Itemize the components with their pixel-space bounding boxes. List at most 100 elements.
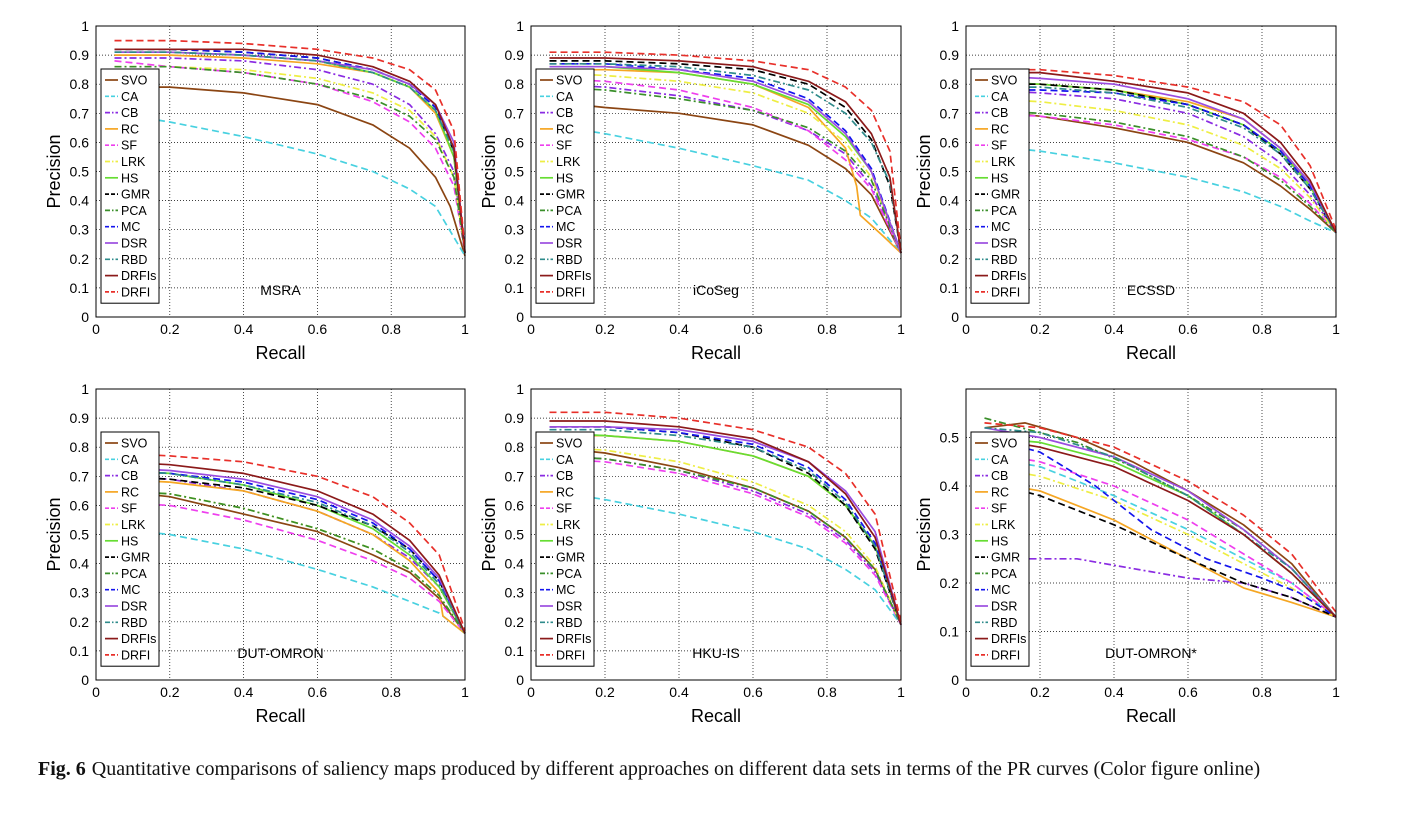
x-tick-label: 0	[527, 684, 535, 700]
legend-label: PCA	[991, 204, 1017, 218]
series-line-rbd	[549, 62, 902, 254]
series-line-mc	[984, 436, 1337, 618]
series-line-svo	[549, 100, 902, 254]
x-tick-label: 0.6	[1178, 321, 1198, 337]
series-line-dsr	[984, 426, 1337, 618]
series-line-hs	[549, 431, 902, 625]
y-tick-label: 1	[516, 18, 524, 34]
x-tick-label: 0.4	[669, 321, 689, 337]
legend-box	[535, 431, 595, 667]
chart-panel: 0 0.2 0.4 0.6 0.8 1 0 0.1 0.2 0.3 0.4 0.5 0.6 0.7 0.8 0…	[44, 381, 469, 726]
y-tick-label: 0.1	[940, 624, 960, 640]
x-tick-label: 0.2	[1030, 684, 1050, 700]
x-axis-label: Recall	[255, 343, 305, 363]
legend-label: PCA	[556, 204, 582, 218]
y-tick-label: 0.8	[505, 439, 525, 455]
y-tick-label: 0.1	[505, 280, 525, 296]
y-tick-label: 0.2	[70, 251, 90, 267]
plot-frame	[965, 388, 1337, 681]
y-tick-label: 0.9	[505, 410, 525, 426]
plot-frame	[95, 388, 466, 681]
legend-label: DRFI	[121, 285, 150, 299]
series-line-drfi	[549, 411, 902, 622]
legend-label: HS	[991, 171, 1008, 185]
series-line-mc	[984, 89, 1337, 234]
legend-label: LRK	[556, 155, 581, 169]
x-axis-label: Recall	[691, 343, 741, 363]
legend-label: LRK	[991, 518, 1016, 532]
y-tick-label: 0.3	[505, 585, 525, 601]
legend-label: GMR	[556, 551, 585, 565]
y-tick-label: 0.9	[505, 47, 525, 63]
series-line-drfis	[114, 48, 466, 254]
legend-label: GMR	[121, 551, 150, 565]
legend: SVO CA CB RC SF LRK HS GMR PCA MC DSR RBD DRFIs DRFI	[970, 431, 1030, 667]
x-tick-label: 0.2	[595, 321, 615, 337]
series-line-lrk	[549, 71, 902, 254]
series-line-rbd	[114, 51, 466, 254]
legend-label: SVO	[991, 437, 1018, 451]
series-line-drfi	[984, 68, 1337, 231]
series-line-pca	[549, 455, 902, 626]
x-tick-label: 0	[962, 321, 970, 337]
series-line-drfi	[114, 452, 466, 631]
y-tick-label: 1	[951, 18, 959, 34]
legend-label: DSR	[991, 237, 1017, 251]
legend-label: DRFIs	[556, 269, 591, 283]
y-tick-label: 0.3	[940, 222, 960, 238]
y-tick-label: 0	[516, 309, 524, 325]
series-line-gmr	[549, 60, 902, 254]
y-tick-label: 0.3	[70, 585, 90, 601]
y-tick-label: 0.3	[505, 222, 525, 238]
series-line-drfi	[549, 51, 902, 251]
x-tick-label: 0	[527, 321, 535, 337]
y-tick-label: 0.5	[70, 164, 90, 180]
y-tick-label: 0.8	[940, 76, 960, 92]
x-tick-label: 1	[461, 684, 469, 700]
series-line-dsr	[549, 65, 902, 254]
legend-label: PCA	[121, 204, 147, 218]
legend-label: SVO	[121, 74, 148, 88]
y-tick-label: 0.8	[70, 76, 90, 92]
legend-label: RC	[556, 122, 574, 136]
series-line-mc	[114, 469, 466, 634]
legend-label: GMR	[556, 188, 585, 202]
series-line-rbd	[114, 469, 466, 634]
legend: SVO CA CB RC SF LRK HS GMR PCA MC DSR RBD DRFIs DRFI	[535, 431, 595, 667]
series-line-ca	[114, 112, 466, 257]
y-tick-label: 0.1	[70, 643, 90, 659]
legend-label: DRFIs	[991, 632, 1026, 646]
legend-label: HS	[121, 534, 138, 548]
legend-label: DRFIs	[121, 632, 156, 646]
y-tick-label: 0	[951, 672, 959, 688]
chart-title: DUT-OMRON*	[1105, 645, 1197, 661]
y-tick-label: 0.3	[940, 527, 960, 543]
legend-label: GMR	[121, 188, 150, 202]
x-tick-label: 1	[897, 321, 905, 337]
series-line-rbd	[984, 86, 1337, 234]
legend-label: MC	[991, 583, 1010, 597]
series-line-sf	[984, 451, 1337, 618]
x-tick-label: 0.4	[1104, 321, 1124, 337]
legend-label: DSR	[121, 600, 147, 614]
y-tick-label: 1	[81, 381, 89, 397]
x-tick-label: 0.4	[1104, 684, 1124, 700]
x-tick-label: 1	[1332, 684, 1340, 700]
legend-label: SF	[121, 139, 137, 153]
series-line-cb	[984, 89, 1337, 234]
series-line-sf	[549, 457, 902, 626]
plot-frame	[965, 25, 1337, 318]
x-tick-label: 0.8	[381, 684, 401, 700]
series-line-mc	[549, 62, 902, 254]
legend-label: SF	[556, 139, 572, 153]
series-line-drfi	[984, 422, 1337, 613]
legend-label: DRFI	[991, 285, 1020, 299]
y-tick-label: 0.7	[70, 468, 90, 484]
legend-box	[970, 431, 1030, 667]
series-line-hs	[984, 80, 1337, 234]
y-tick-label: 0	[516, 672, 524, 688]
y-tick-label: 0.9	[70, 410, 90, 426]
y-tick-label: 0.2	[505, 614, 525, 630]
y-tick-label: 0	[81, 309, 89, 325]
x-tick-label: 0.2	[160, 321, 180, 337]
